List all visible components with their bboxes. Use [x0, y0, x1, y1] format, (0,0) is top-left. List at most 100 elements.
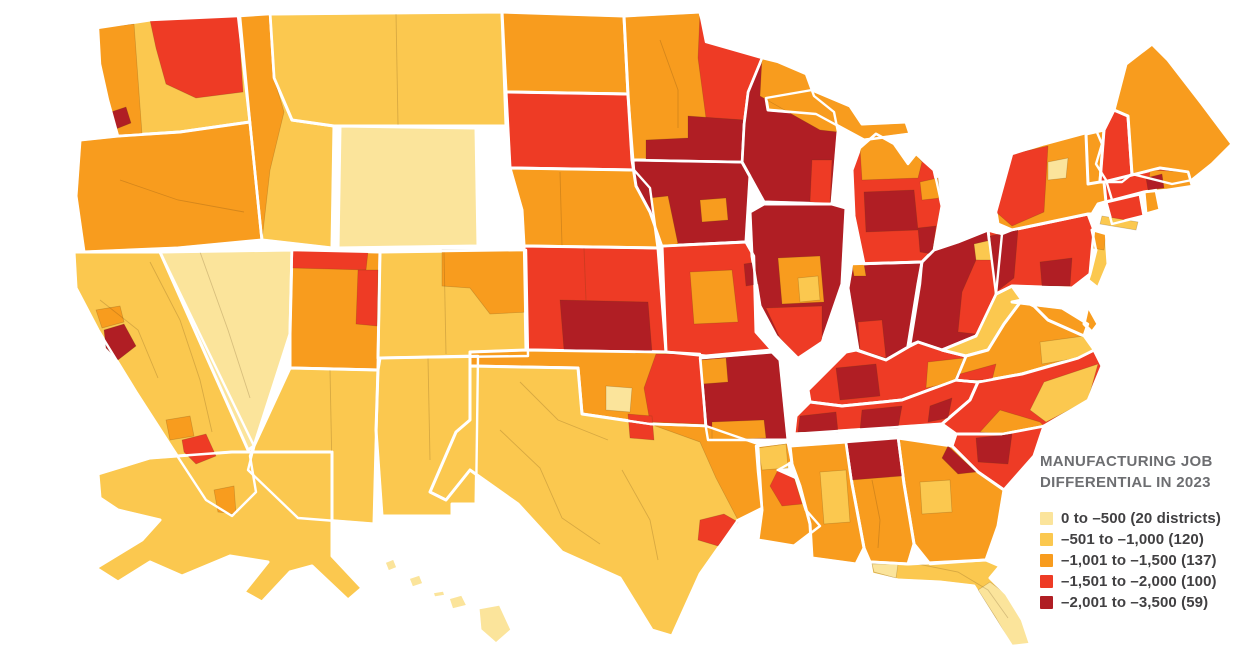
state-border-md: [1010, 298, 1090, 338]
district-line-ca: [149, 261, 213, 433]
legend-swatch: [1040, 512, 1053, 526]
state-border-ny: [994, 128, 1114, 232]
state-mt: [268, 10, 508, 128]
district-patch-wi: [809, 159, 833, 205]
district-line-mn: [659, 39, 679, 128]
legend-swatch: [1040, 554, 1053, 568]
district-line-ne: [559, 171, 563, 247]
legend-item: –1,001 to –1,500 (137): [1040, 550, 1245, 571]
district-patch-ca: [181, 433, 217, 465]
state-border-il: [748, 202, 848, 360]
district-patch-il: [797, 275, 821, 303]
state-border-nj: [1086, 228, 1110, 290]
legend-item-label: –1,501 to –2,000 (100): [1061, 573, 1217, 591]
legend-item-label: –501 to –1,000 (120): [1061, 531, 1204, 549]
district-patch-ia: [699, 197, 729, 223]
legend-swatch: [1040, 575, 1053, 589]
district-line-fl: [917, 563, 1009, 619]
district-patch-ut: [291, 249, 369, 271]
legend-title-line2: DIFFERENTIAL IN 2023: [1040, 473, 1211, 491]
state-border-nm: [374, 354, 480, 518]
state-border-hi: [446, 592, 470, 612]
district-patch-in: [851, 263, 867, 277]
state-border-ak: [94, 450, 364, 604]
state-border-hi: [406, 572, 426, 590]
district-line-co: [443, 251, 447, 355]
district-patch-al: [845, 437, 903, 481]
state-border-ct: [1104, 192, 1146, 226]
district-patch-ga: [919, 479, 953, 515]
state-border-ar: [698, 350, 790, 442]
district-patch-ca: [213, 485, 237, 515]
district-line-nv: [199, 251, 251, 399]
district-line-or: [119, 179, 245, 213]
state-border-wi: [740, 56, 840, 206]
legend-item: –2,001 to –3,500 (59): [1040, 592, 1245, 613]
district-patch-ny: [1047, 157, 1069, 181]
legend-item: 0 to –500 (20 districts): [1040, 508, 1245, 529]
district-patch-ar: [711, 419, 767, 441]
state-hi: [476, 602, 514, 646]
state-border-mi: [850, 132, 944, 266]
state-border-pa: [986, 212, 1096, 296]
state-nd: [500, 10, 630, 96]
state-or: [74, 120, 264, 254]
district-patch-ok: [643, 353, 705, 425]
district-patch-in: [857, 319, 887, 359]
state-border-nv: [158, 248, 294, 452]
map-legend: MANUFACTURING JOB DIFFERENTIAL IN 2023 0…: [1040, 452, 1245, 613]
state-border-ca: [72, 250, 258, 518]
legend-item-label: –1,001 to –1,500 (137): [1061, 552, 1217, 570]
legend-item: –501 to –1,000 (120): [1040, 529, 1245, 550]
district-patch-tx: [627, 413, 655, 441]
district-patch-ut: [355, 269, 379, 327]
legend-items: 0 to –500 (20 districts) –501 to –1,000 …: [1040, 508, 1245, 613]
district-line-tx: [519, 381, 609, 441]
district-patch-mi: [917, 225, 937, 255]
state-border-tx: [428, 364, 764, 638]
state-border-hi: [430, 588, 448, 600]
district-patch-ks: [559, 299, 653, 353]
legend-swatch: [1040, 533, 1053, 547]
state-border-fl: [868, 558, 1032, 648]
district-line-ca: [99, 299, 159, 379]
state-border-mi: [764, 88, 912, 142]
district-line-nm: [427, 357, 431, 461]
district-patch-ar: [699, 357, 729, 385]
district-patch-sc: [975, 433, 1013, 465]
district-patch-nc: [1029, 363, 1099, 423]
district-patch-ky: [835, 363, 881, 401]
district-line-ks: [583, 247, 587, 301]
state-sd: [504, 90, 636, 172]
legend-title-line1: MANUFACTURING JOB: [1040, 453, 1213, 470]
legend-swatch: [1040, 596, 1053, 610]
district-patch-ms: [819, 469, 851, 525]
state-border-de: [1082, 304, 1100, 334]
district-patch-ga: [941, 445, 977, 475]
legend-item: –1,501 to –2,000 (100): [1040, 571, 1245, 592]
legend-item-label: –2,001 to –3,500 (59): [1061, 594, 1209, 612]
district-line-tx: [621, 469, 659, 561]
state-border-mo: [660, 240, 774, 358]
legend-title: MANUFACTURING JOB DIFFERENTIAL IN 2023: [1040, 452, 1245, 493]
district-patch-pa: [1039, 257, 1073, 287]
state-border-ri: [1142, 188, 1162, 216]
state-ak: [94, 450, 364, 604]
state-border-me: [1112, 42, 1234, 186]
state-wy: [336, 124, 480, 250]
state-border-hi: [476, 602, 514, 646]
district-line-mt: [395, 12, 399, 126]
district-line-tx: [499, 429, 601, 545]
state-border-ms: [788, 440, 866, 566]
district-patch-mo: [689, 269, 739, 325]
state-border-co: [376, 248, 530, 360]
district-patch-ca: [95, 305, 125, 329]
legend-item-label: 0 to –500 (20 districts): [1061, 510, 1221, 528]
district-patch-mi: [863, 189, 919, 233]
state-border-wy: [336, 124, 480, 250]
state-border-hi: [382, 556, 400, 574]
district-patch-ca: [165, 415, 195, 441]
district-line-al: [871, 479, 881, 549]
